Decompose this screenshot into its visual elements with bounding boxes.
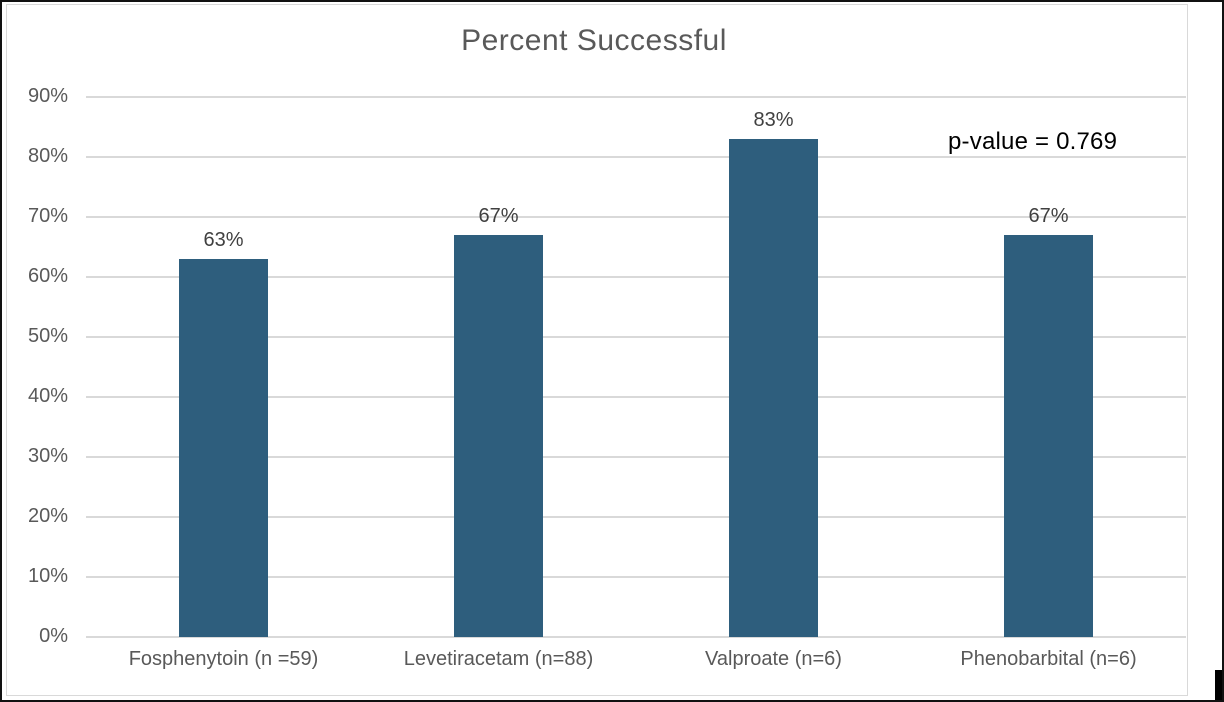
gridlines — [86, 96, 1186, 638]
y-tick-label-10: 10% — [27, 565, 68, 587]
gridline-0 — [86, 636, 1186, 638]
chart-title: Percent Successful — [461, 24, 727, 57]
y-tick-label-40: 40% — [27, 385, 68, 407]
bar-value-label-1: 67% — [478, 205, 519, 227]
gridline-60 — [86, 276, 1186, 278]
bar-column-2: 83% — [636, 97, 911, 637]
y-axis: 0% 10% 20% 30% 40% 50% 60% 70% 80% 90% — [2, 85, 68, 647]
bar-value-label-3: 67% — [1028, 205, 1069, 227]
y-tick-label-30: 30% — [27, 445, 68, 467]
gridline-40 — [86, 396, 1186, 398]
cursor-artifact — [1215, 670, 1222, 700]
gridline-30 — [86, 456, 1186, 458]
x-tick-label-0: Fosphenytoin (n =59) — [128, 648, 319, 670]
bar-series: 63% 67% 83% 67% — [86, 97, 1186, 637]
bar-value-label-0: 63% — [203, 229, 244, 251]
gridline-10 — [86, 576, 1186, 578]
y-tick-label-50: 50% — [27, 325, 68, 347]
plot-area: 63% 67% 83% 67% — [86, 96, 1186, 638]
gridline-70 — [86, 216, 1186, 218]
y-tick-label-90: 90% — [27, 85, 68, 107]
x-tick-label-3: Phenobarbital (n=6) — [960, 648, 1137, 670]
y-tick-label-60: 60% — [27, 265, 68, 287]
x-tick-label-2: Valproate (n=6) — [705, 648, 842, 670]
bar-column-3: 67% — [911, 97, 1186, 637]
bar-0 — [179, 259, 268, 637]
bar-column-1: 67% — [361, 97, 636, 637]
gridline-50 — [86, 336, 1186, 338]
gridline-20 — [86, 516, 1186, 518]
x-axis: Fosphenytoin (n =59) Levetiracetam (n=88)… — [86, 648, 1186, 671]
y-tick-label-70: 70% — [27, 205, 68, 227]
gridline-80 — [86, 156, 1186, 158]
y-tick-label-0: 0% — [39, 625, 68, 647]
bar-2 — [729, 139, 818, 637]
y-tick-label-80: 80% — [27, 145, 68, 167]
bar-3 — [1004, 235, 1093, 637]
bar-1 — [454, 235, 543, 637]
y-tick-label-20: 20% — [27, 505, 68, 527]
bar-column-0: 63% — [86, 97, 361, 637]
bar-value-label-2: 83% — [753, 109, 794, 131]
gridline-90 — [86, 96, 1186, 98]
p-value-annotation: p-value = 0.769 — [948, 128, 1118, 155]
x-tick-label-1: Levetiracetam (n=88) — [403, 648, 594, 670]
